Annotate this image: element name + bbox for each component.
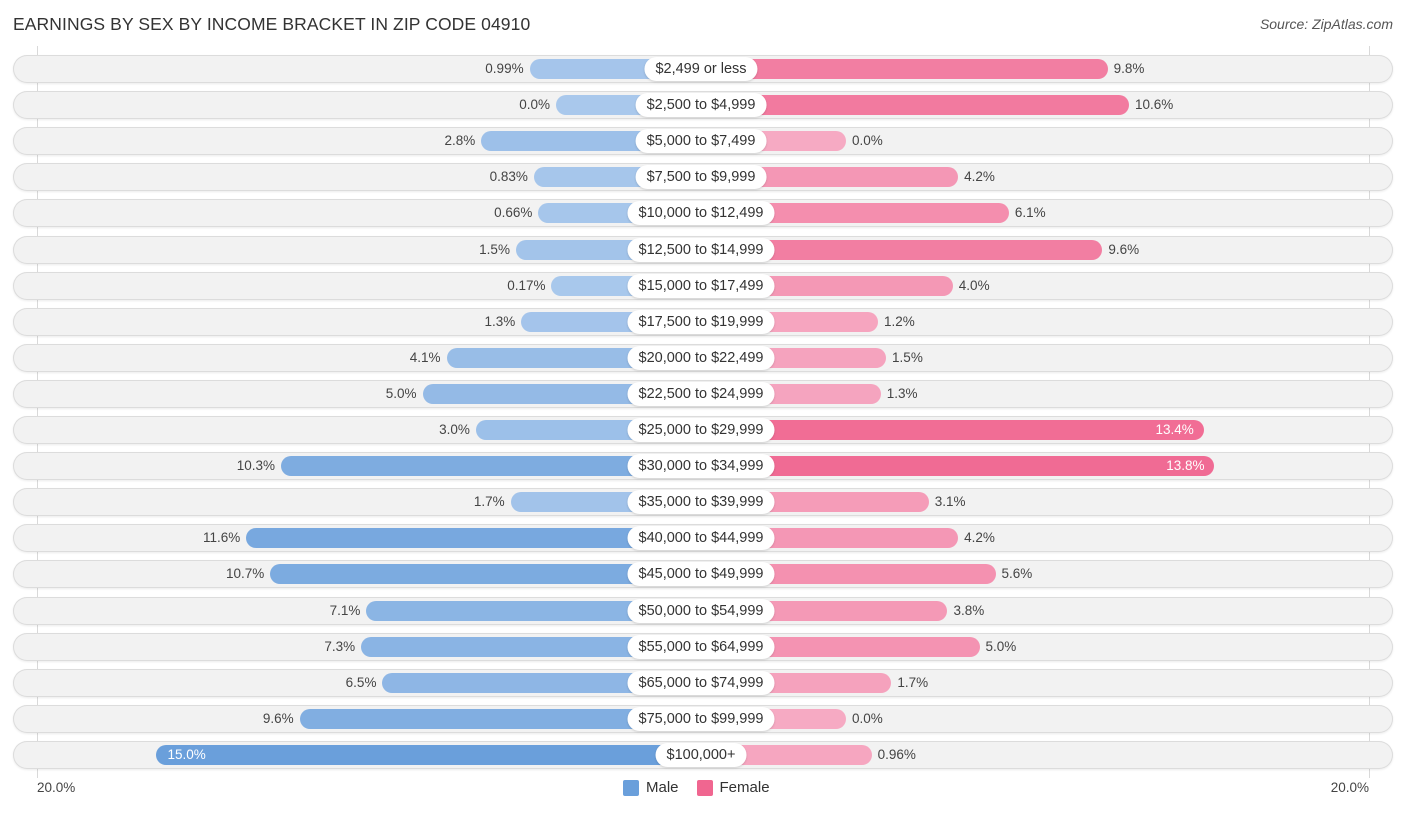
category-label: $45,000 to $49,999 <box>627 562 775 587</box>
bar-male <box>361 636 701 657</box>
category-label: $40,000 to $44,999 <box>627 526 775 551</box>
category-label: $65,000 to $74,999 <box>627 670 775 695</box>
chart-title: EARNINGS BY SEX BY INCOME BRACKET IN ZIP… <box>13 14 531 34</box>
axis-label-left: 20.0% <box>37 780 76 795</box>
value-label-female: 1.5% <box>892 349 923 365</box>
value-label-female: 9.8% <box>1113 61 1145 76</box>
category-label: $2,499 or less <box>644 57 758 81</box>
bar-male <box>382 672 701 693</box>
value-label-male: 1.7% <box>473 494 505 510</box>
category-label: $25,000 to $29,999 <box>627 418 775 442</box>
bar-male <box>280 456 701 477</box>
axis-label-right: 20.0% <box>1330 780 1369 795</box>
value-label-female: 5.0% <box>985 638 1017 654</box>
source-credit: Source: ZipAtlas.com <box>1259 16 1393 32</box>
category-label: $20,000 to $22,499 <box>627 345 775 370</box>
value-label-female: 13.4% <box>1155 422 1194 437</box>
bar-female <box>701 95 1130 116</box>
bar-male <box>299 708 701 729</box>
value-label-male: 15.0% <box>167 746 206 762</box>
bar-female <box>701 59 1108 79</box>
value-label-female: 4.2% <box>964 530 995 546</box>
value-label-female: 1.3% <box>886 385 918 401</box>
value-label-male: 10.3% <box>236 458 275 474</box>
legend-swatch-female <box>696 779 713 796</box>
value-label-male: 0.0% <box>519 97 550 113</box>
value-label-male: 0.83% <box>489 169 528 185</box>
bar-female <box>701 420 1204 440</box>
value-label-female: 3.1% <box>934 494 966 510</box>
value-label-male: 5.0% <box>385 385 417 401</box>
value-label-male: 3.0% <box>439 422 470 437</box>
value-label-female: 0.0% <box>852 710 883 726</box>
value-label-female: 5.6% <box>1001 566 1033 582</box>
value-label-male: 1.3% <box>484 313 516 329</box>
bar-female <box>701 203 1009 224</box>
bar-male <box>246 528 701 549</box>
category-label: $17,500 to $19,999 <box>627 309 775 334</box>
axis-line-left <box>37 46 38 778</box>
legend-label-female: Female <box>719 779 770 796</box>
category-label: $5,000 to $7,499 <box>635 129 767 154</box>
category-label: $75,000 to $99,999 <box>627 706 775 731</box>
category-label: $55,000 to $64,999 <box>627 634 775 659</box>
value-label-male: 0.17% <box>507 277 546 293</box>
category-label: $50,000 to $54,999 <box>627 598 775 623</box>
legend-label-male: Male <box>646 779 679 796</box>
legend-item-female: Female <box>696 779 770 796</box>
category-label: $22,500 to $24,999 <box>627 381 775 406</box>
value-label-female: 4.2% <box>964 169 995 185</box>
value-label-female: 4.0% <box>958 277 990 293</box>
value-label-male: 6.5% <box>345 674 377 690</box>
bar-male <box>366 600 701 621</box>
category-label: $2,500 to $4,999 <box>635 93 767 118</box>
value-label-female: 6.1% <box>1014 205 1046 221</box>
value-label-male: 7.3% <box>324 638 356 654</box>
value-label-male: 0.66% <box>494 205 533 221</box>
axis-line-right <box>1369 46 1370 778</box>
legend: Male Female <box>623 779 780 796</box>
bar-male <box>270 564 701 585</box>
bar-female <box>701 456 1215 477</box>
value-label-female: 9.6% <box>1108 241 1140 257</box>
value-label-male: 10.7% <box>226 566 265 582</box>
value-label-male: 1.5% <box>479 241 510 257</box>
bar-female <box>701 239 1103 260</box>
value-label-female: 3.8% <box>953 602 985 618</box>
category-label: $7,500 to $9,999 <box>635 165 767 190</box>
value-label-male: 11.6% <box>203 530 241 546</box>
value-label-male: 4.1% <box>409 349 441 365</box>
value-label-female: 13.8% <box>1166 458 1205 474</box>
legend-item-male: Male <box>623 779 679 796</box>
category-label: $100,000+ <box>655 742 747 767</box>
value-label-female: 1.2% <box>884 313 915 329</box>
category-label: $15,000 to $17,499 <box>627 273 775 298</box>
bar-female <box>701 564 996 585</box>
value-label-female: 1.7% <box>897 674 929 690</box>
value-label-female: 0.96% <box>877 746 916 762</box>
bar-male <box>155 744 701 765</box>
legend-swatch-male <box>623 779 639 796</box>
category-label: $30,000 to $34,999 <box>627 454 775 479</box>
value-label-female: 10.6% <box>1135 97 1174 113</box>
value-label-female: 0.0% <box>852 133 883 149</box>
value-label-male: 7.1% <box>329 602 361 618</box>
value-label-male: 0.99% <box>485 61 524 76</box>
category-label: $10,000 to $12,499 <box>627 201 775 226</box>
category-label: $12,500 to $14,999 <box>627 237 775 262</box>
category-label: $35,000 to $39,999 <box>627 490 775 515</box>
value-label-male: 9.6% <box>262 710 294 726</box>
value-label-male: 2.8% <box>444 133 476 149</box>
